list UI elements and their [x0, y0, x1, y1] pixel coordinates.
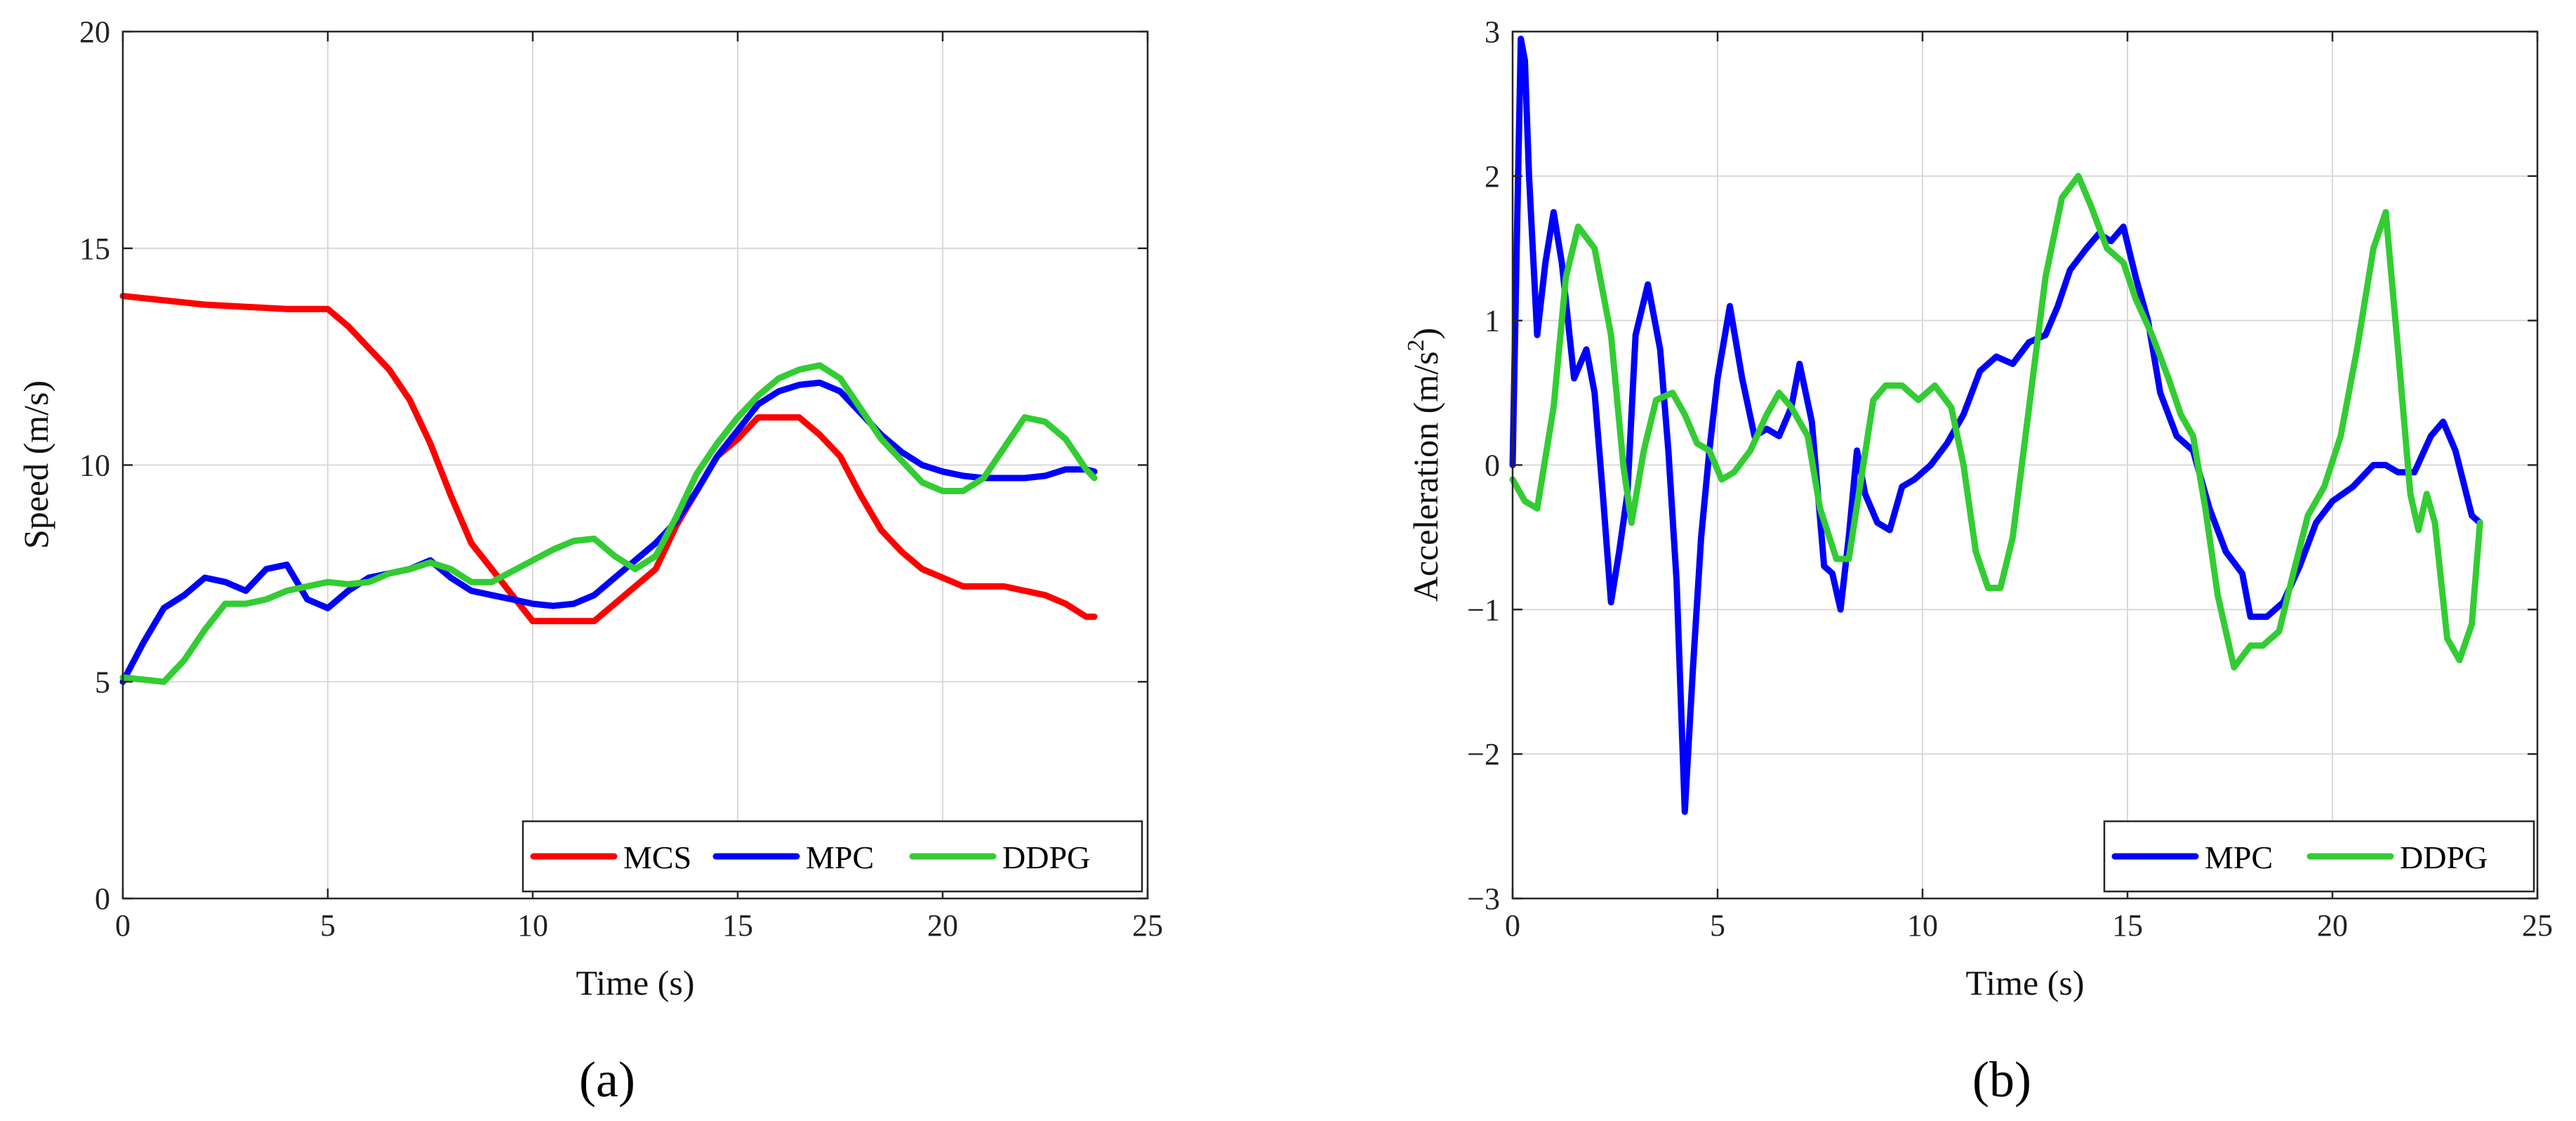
acceleration-chart-x-tick-label: 0 [1505, 908, 1520, 943]
acceleration-chart-x-tick-label: 25 [2522, 908, 2553, 943]
legend-label-mpc: MPC [2205, 840, 2273, 875]
acceleration-chart-y-tick-label: −2 [1467, 737, 1500, 771]
acceleration-chart-series-ddpg-line [1509, 173, 2483, 671]
speed-chart-x-tick-label: 25 [1132, 908, 1163, 943]
speed-chart-series [119, 293, 1098, 685]
acceleration-chart-y-tick-label: −1 [1467, 592, 1500, 627]
acceleration-chart-y-axis-title: Acceleration (m/s2) [1403, 328, 1445, 602]
speed-chart-series-mcs-line [119, 293, 1098, 625]
panel-label-b: (b) [1972, 1052, 2031, 1108]
speed-chart-x-tick-label: 5 [320, 908, 336, 943]
speed-chart-x-tick-label: 20 [927, 908, 958, 943]
legend-label-ddpg: DDPG [2400, 840, 2488, 875]
acceleration-chart-x-tick-label: 15 [2112, 908, 2143, 943]
acceleration-chart-y-tick-label: 1 [1485, 304, 1500, 338]
acceleration-chart-series-mpc-line [1509, 35, 2483, 815]
acceleration-chart-x-tick-label: 20 [2317, 908, 2348, 943]
speed-chart-grid [123, 32, 1148, 898]
acceleration-chart-panel: 0 5 10 15 20 25 −3 −2 −1 0 1 2 3 Time (s) Accelerati… [1403, 15, 2553, 1108]
speed-chart-y-tick-label: 0 [95, 882, 110, 916]
speed-chart-y-tick-label: 20 [79, 15, 110, 49]
speed-chart-y-tick-label: 5 [95, 665, 110, 699]
acceleration-chart-ticks: 0 5 10 15 20 25 −3 −2 −1 0 1 2 3 [1467, 15, 2553, 943]
acceleration-chart-x-axis-title: Time (s) [1965, 963, 2084, 1002]
legend-label-ddpg: DDPG [1002, 840, 1090, 875]
panel-label-a: (a) [579, 1052, 635, 1108]
speed-chart-x-tick-label: 10 [517, 908, 548, 943]
acceleration-y-title-main: Acceleration (m/s [1406, 351, 1445, 602]
acceleration-chart-series [1509, 35, 2483, 815]
acceleration-chart-x-tick-label: 5 [1710, 908, 1725, 943]
legend-label-mcs: MCS [623, 840, 691, 875]
speed-chart-legend-box [522, 820, 1143, 893]
speed-chart-y-axis-title: Speed (m/s) [16, 380, 55, 549]
acceleration-y-title-superscript: 2 [1403, 339, 1429, 351]
speed-chart-series-mpc-line [119, 379, 1098, 685]
speed-chart-y-tick-label: 10 [79, 449, 110, 483]
acceleration-chart-grid [1513, 32, 2537, 898]
speed-chart-x-tick-label: 0 [115, 908, 131, 943]
acceleration-chart-x-tick-label: 10 [1907, 908, 1938, 943]
acceleration-chart-legend: MPC DDPG [2103, 820, 2535, 893]
acceleration-chart-y-tick-label: 0 [1485, 449, 1500, 483]
acceleration-chart-y-tick-label: 3 [1485, 15, 1500, 49]
acceleration-y-title-tail: ) [1406, 328, 1445, 340]
speed-chart-ticks: 0 5 10 15 20 25 0 5 10 15 20 [79, 15, 1163, 943]
speed-chart-series-ddpg-line [119, 362, 1098, 685]
speed-chart-y-tick-label: 15 [79, 232, 110, 266]
speed-chart-x-axis-title: Time (s) [576, 963, 694, 1002]
speed-chart-legend: MCS MPC DDPG [522, 820, 1143, 893]
speed-chart-x-tick-label: 15 [722, 908, 753, 943]
acceleration-chart-y-tick-label: −3 [1467, 882, 1500, 916]
legend-label-mpc: MPC [806, 840, 874, 875]
acceleration-chart-y-tick-label: 2 [1485, 159, 1500, 194]
